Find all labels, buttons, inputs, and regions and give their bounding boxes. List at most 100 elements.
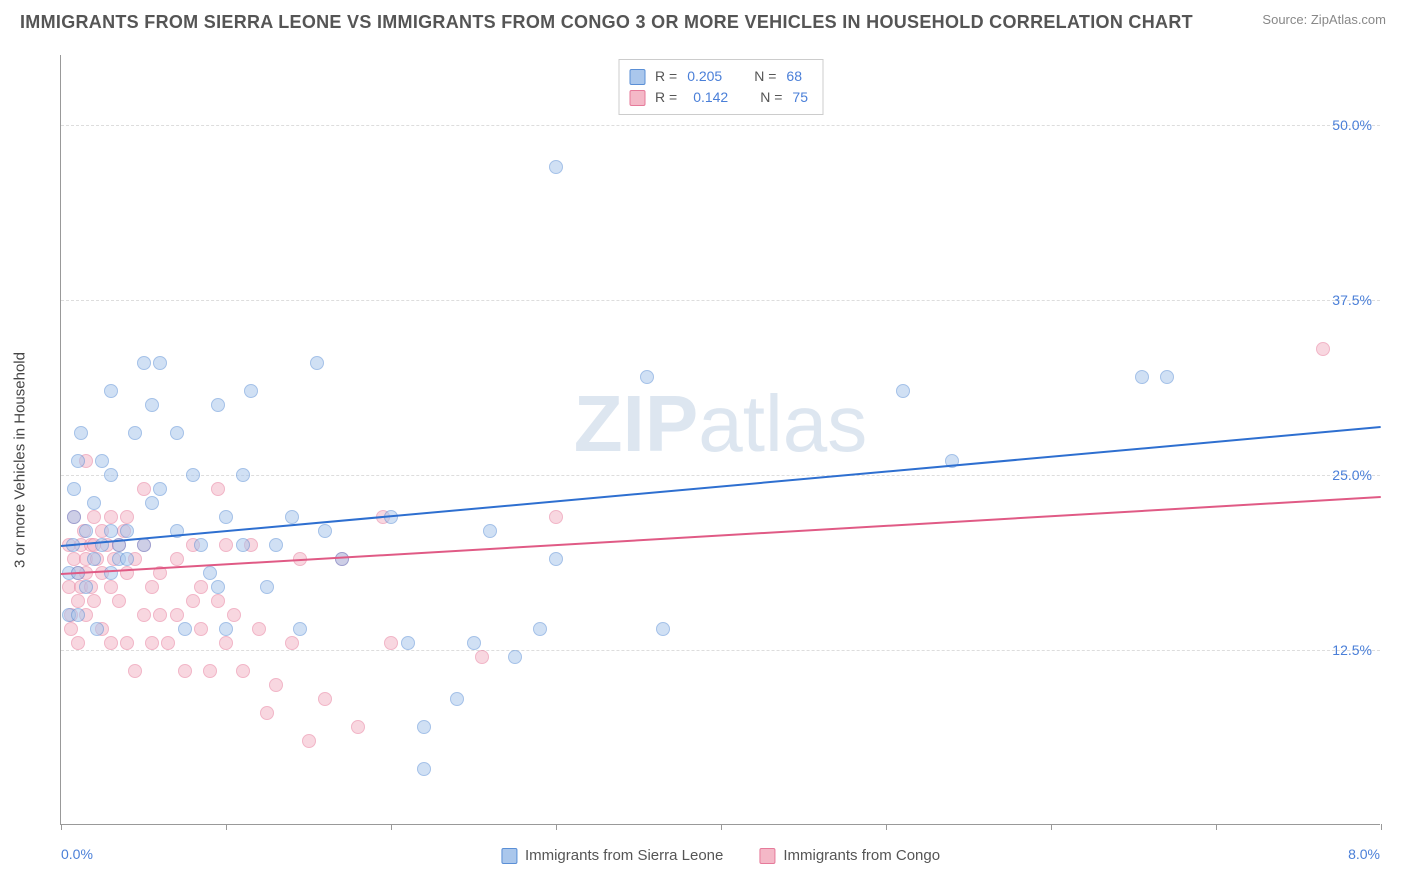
y-tick-label: 50.0% [1332, 117, 1372, 133]
data-point [137, 482, 151, 496]
data-point [318, 692, 332, 706]
data-point [219, 622, 233, 636]
data-point [656, 622, 670, 636]
data-point [178, 664, 192, 678]
data-point [508, 650, 522, 664]
data-point [194, 622, 208, 636]
data-point [104, 384, 118, 398]
gridline [61, 650, 1380, 651]
data-point [153, 608, 167, 622]
data-point [236, 468, 250, 482]
data-point [269, 538, 283, 552]
gridline [61, 300, 1380, 301]
data-point [87, 552, 101, 566]
data-point [194, 538, 208, 552]
data-point [128, 664, 142, 678]
data-point [145, 496, 159, 510]
data-point [153, 356, 167, 370]
data-point [1135, 370, 1149, 384]
data-point [120, 524, 134, 538]
data-point [285, 510, 299, 524]
data-point [1160, 370, 1174, 384]
data-point [549, 510, 563, 524]
data-point [1316, 342, 1330, 356]
data-point [269, 678, 283, 692]
x-max-label: 8.0% [1348, 846, 1380, 862]
data-point [145, 636, 159, 650]
chart-title: IMMIGRANTS FROM SIERRA LEONE VS IMMIGRAN… [20, 12, 1193, 33]
data-point [483, 524, 497, 538]
watermark-bold: ZIP [574, 379, 698, 468]
swatch-a-icon [629, 69, 645, 85]
data-point [211, 398, 225, 412]
r-label-a: R = [655, 66, 677, 87]
data-point [227, 608, 241, 622]
data-point [71, 594, 85, 608]
data-point [236, 538, 250, 552]
data-point [104, 468, 118, 482]
y-tick-label: 12.5% [1332, 642, 1372, 658]
source-link[interactable]: ZipAtlas.com [1311, 12, 1386, 27]
data-point [104, 510, 118, 524]
data-point [137, 356, 151, 370]
data-point [549, 160, 563, 174]
data-point [104, 580, 118, 594]
trend-line [61, 496, 1381, 575]
source-attribution: Source: ZipAtlas.com [1262, 12, 1386, 27]
data-point [252, 622, 266, 636]
data-point [236, 664, 250, 678]
data-point [67, 482, 81, 496]
legend-bottom: Immigrants from Sierra Leone Immigrants … [501, 847, 940, 864]
data-point [186, 594, 200, 608]
x-min-label: 0.0% [61, 846, 93, 862]
x-tick-mark [721, 824, 722, 830]
plot-area: ZIPatlas R = 0.205 N = 68 R = 0.142 N = … [60, 55, 1380, 825]
chart-container: 3 or more Vehicles in Household ZIPatlas… [40, 50, 1390, 870]
r-value-b: 0.142 [693, 87, 728, 108]
watermark: ZIPatlas [574, 378, 867, 470]
data-point [87, 510, 101, 524]
legend-item-b: Immigrants from Congo [759, 847, 940, 864]
data-point [120, 510, 134, 524]
r-value-a: 0.205 [687, 66, 722, 87]
data-point [186, 468, 200, 482]
data-point [401, 636, 415, 650]
data-point [384, 636, 398, 650]
data-point [219, 538, 233, 552]
y-tick-label: 25.0% [1332, 467, 1372, 483]
data-point [64, 622, 78, 636]
data-point [475, 650, 489, 664]
data-point [219, 510, 233, 524]
data-point [161, 636, 175, 650]
data-point [285, 636, 299, 650]
data-point [178, 622, 192, 636]
data-point [128, 426, 142, 440]
data-point [219, 636, 233, 650]
data-point [318, 524, 332, 538]
data-point [310, 356, 324, 370]
data-point [244, 384, 258, 398]
data-point [145, 580, 159, 594]
data-point [417, 762, 431, 776]
data-point [71, 454, 85, 468]
data-point [203, 566, 217, 580]
x-tick-mark [61, 824, 62, 830]
data-point [120, 552, 134, 566]
data-point [87, 496, 101, 510]
n-value-a: 68 [786, 66, 802, 87]
data-point [170, 608, 184, 622]
data-point [153, 482, 167, 496]
data-point [120, 636, 134, 650]
data-point [302, 734, 316, 748]
data-point [90, 622, 104, 636]
y-axis-label: 3 or more Vehicles in Household [12, 352, 29, 568]
x-tick-mark [1216, 824, 1217, 830]
data-point [74, 426, 88, 440]
data-point [71, 608, 85, 622]
legend-stats-row-b: R = 0.142 N = 75 [629, 87, 808, 108]
data-point [450, 692, 464, 706]
data-point [549, 552, 563, 566]
legend-swatch-b-icon [759, 848, 775, 864]
legend-swatch-a-icon [501, 848, 517, 864]
data-point [203, 664, 217, 678]
